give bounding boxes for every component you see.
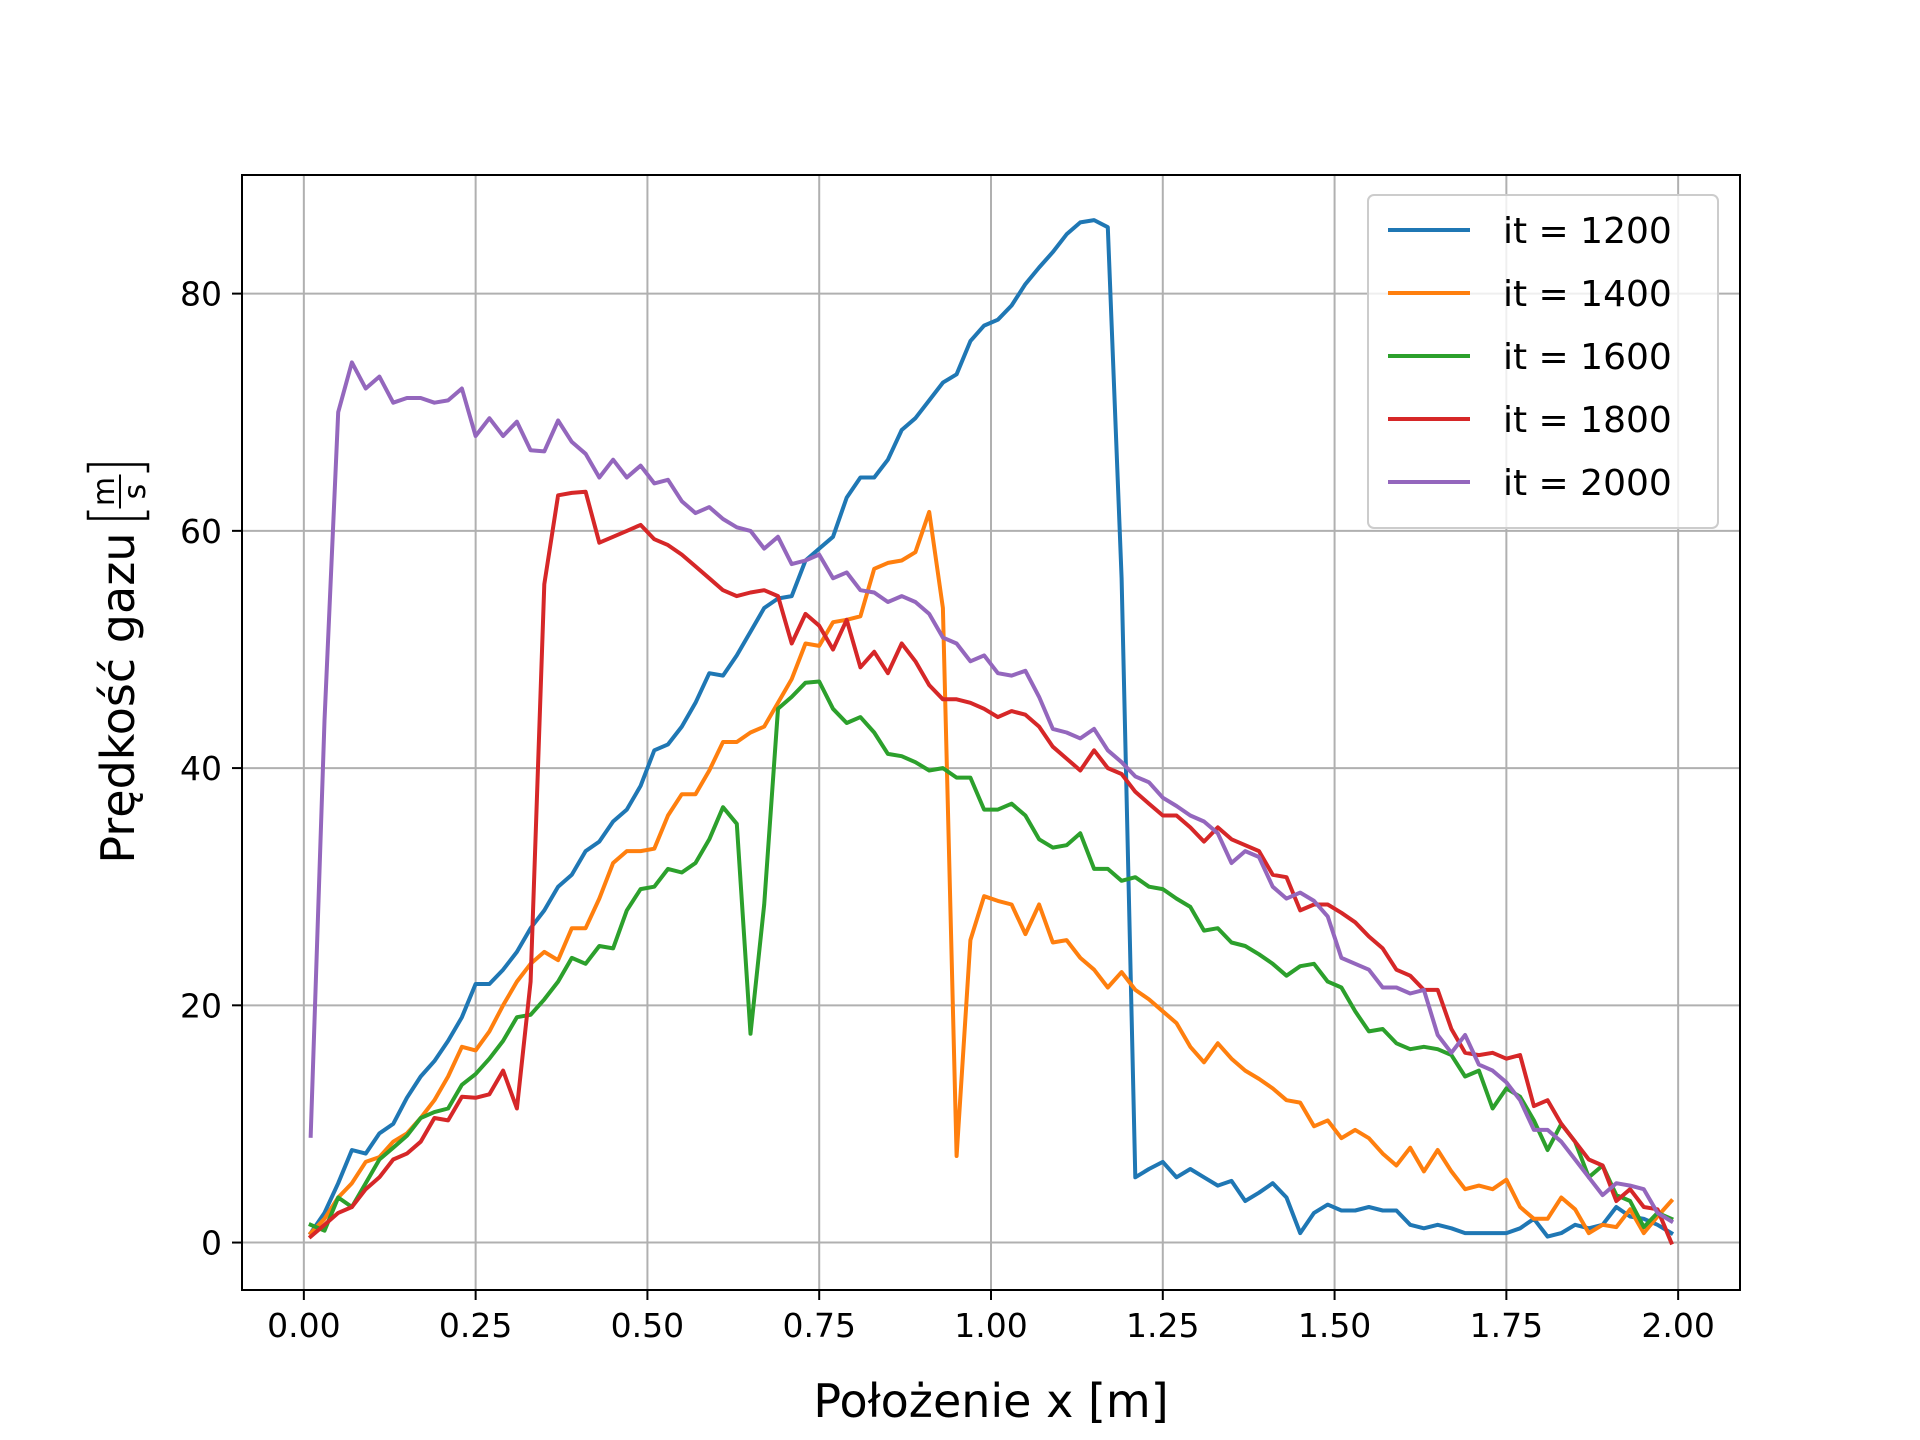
x-tick-label: 0.50 [611, 1306, 684, 1345]
series-line-2 [307, 509, 1675, 1236]
x-axis-label: Położenie x [m] [813, 1374, 1168, 1428]
x-tick-label: 0.25 [439, 1306, 512, 1345]
x-tick-label: 2.00 [1641, 1306, 1714, 1345]
legend-label: it = 1800 [1503, 400, 1672, 441]
y-axis-label-group: Prędkość gazu m s [86, 463, 153, 864]
y-axis-label: Prędkość gazu [91, 533, 145, 864]
x-axis-ticks: 0.00 0.25 0.50 0.75 1.00 1.25 1.50 1.75 2.00 [267, 1290, 1715, 1345]
y-tick-label: 20 [180, 986, 222, 1025]
y-axis-ticks: 0 20 40 60 80 [180, 275, 242, 1263]
series-layer [307, 218, 1675, 1246]
y-axis-unit-brackets [86, 463, 150, 520]
x-tick-label: 1.00 [954, 1306, 1027, 1345]
x-tick-label: 0.00 [267, 1306, 340, 1345]
y-axis-unit-numerator: m [87, 477, 122, 506]
x-tick-label: 1.75 [1470, 1306, 1543, 1345]
x-tick-label: 0.75 [782, 1306, 855, 1345]
y-tick-label: 0 [201, 1224, 222, 1263]
series-line-5 [308, 360, 1675, 1224]
y-axis-unit-denominator: s [118, 484, 153, 500]
legend-label: it = 2000 [1503, 463, 1672, 504]
series-line-4 [307, 489, 1674, 1246]
legend-box [1367, 194, 1719, 529]
legend: it = 1200 it = 1400 it = 1600 it = 1800 it =… [1367, 194, 1719, 529]
series-line-3 [308, 679, 1674, 1233]
x-tick-label: 1.50 [1298, 1306, 1371, 1345]
y-tick-label: 80 [180, 275, 222, 314]
legend-label: it = 1200 [1503, 211, 1672, 252]
x-tick-label: 1.25 [1126, 1306, 1199, 1345]
y-tick-label: 60 [180, 512, 222, 551]
legend-label: it = 1400 [1503, 274, 1672, 315]
legend-label: it = 1600 [1503, 337, 1672, 378]
series-line-1 [307, 218, 1675, 1239]
y-tick-label: 40 [180, 749, 222, 788]
